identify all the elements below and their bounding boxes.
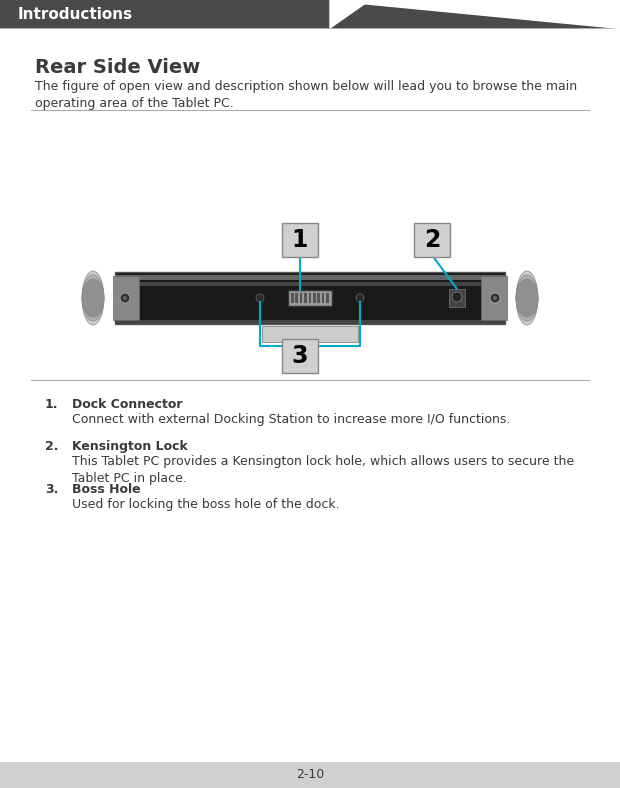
Bar [322,293,324,303]
Text: 1: 1 [292,228,308,252]
FancyBboxPatch shape [282,223,318,257]
Text: Connect with external Docking Station to increase more I/O functions.: Connect with external Docking Station to… [72,413,510,426]
Text: 2.: 2. [45,440,58,453]
Polygon shape [330,0,370,28]
Circle shape [123,296,127,300]
Ellipse shape [516,271,538,325]
FancyBboxPatch shape [0,762,620,788]
FancyBboxPatch shape [115,272,505,324]
Text: Boss Hole: Boss Hole [72,483,141,496]
Bar [300,293,303,303]
Ellipse shape [82,271,104,325]
Circle shape [493,296,497,300]
Circle shape [256,294,264,302]
FancyBboxPatch shape [262,326,358,342]
FancyBboxPatch shape [115,275,505,280]
Text: This Tablet PC provides a Kensington lock hole, which allows users to secure the: This Tablet PC provides a Kensington loc… [72,455,574,485]
FancyBboxPatch shape [0,0,620,28]
Ellipse shape [516,275,538,321]
FancyBboxPatch shape [115,282,505,286]
Text: 2: 2 [424,228,440,252]
Ellipse shape [82,279,104,317]
Text: Used for locking the boss hole of the dock.: Used for locking the boss hole of the do… [72,498,340,511]
FancyBboxPatch shape [414,223,450,257]
Bar [309,293,311,303]
Text: 1.: 1. [45,398,58,411]
Text: Introductions: Introductions [18,6,133,21]
FancyBboxPatch shape [115,320,505,324]
Text: Kensington Lock: Kensington Lock [72,440,188,453]
Bar [317,293,320,303]
Text: Rear Side View: Rear Side View [35,58,200,77]
Text: The figure of open view and description shown below will lead you to browse the : The figure of open view and description … [35,80,577,110]
Polygon shape [330,0,620,28]
FancyBboxPatch shape [481,276,507,320]
Circle shape [490,293,500,303]
Bar [291,293,293,303]
Text: 2-10: 2-10 [296,768,324,782]
Ellipse shape [82,275,104,321]
Circle shape [452,292,462,302]
Bar [304,293,307,303]
Circle shape [356,294,364,302]
Circle shape [120,293,130,303]
Bar [313,293,316,303]
Bar [295,293,298,303]
FancyBboxPatch shape [449,289,465,307]
FancyBboxPatch shape [282,339,318,373]
Text: Dock Connector: Dock Connector [72,398,182,411]
Ellipse shape [516,279,538,317]
Bar [326,293,329,303]
Text: 3: 3 [292,344,308,368]
FancyBboxPatch shape [113,276,139,320]
FancyBboxPatch shape [288,290,332,306]
Text: 3.: 3. [45,483,58,496]
